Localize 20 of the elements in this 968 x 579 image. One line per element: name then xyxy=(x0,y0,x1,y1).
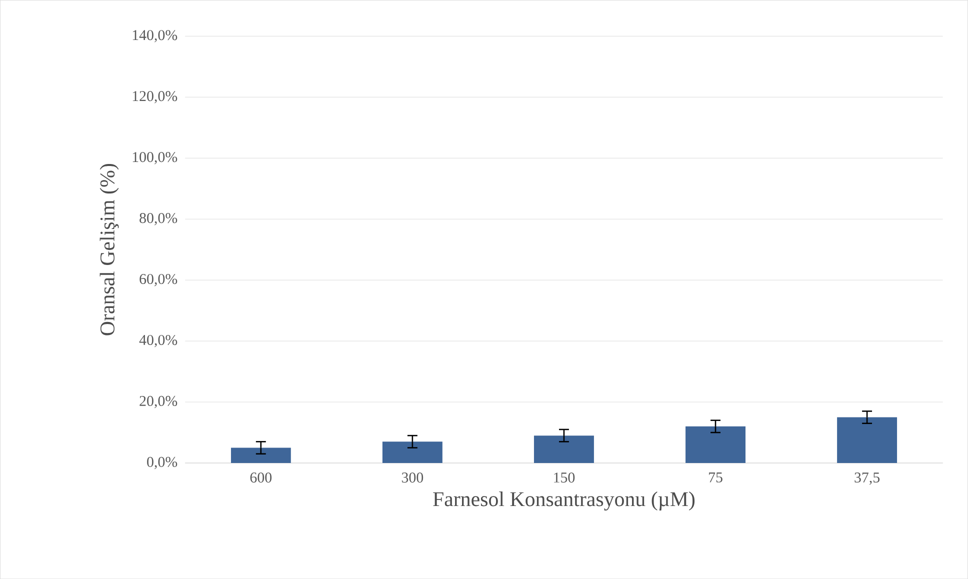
bar xyxy=(534,435,594,463)
x-tick-label: 75 xyxy=(709,472,722,482)
x-tick-label: 300 xyxy=(402,472,424,482)
bar xyxy=(837,417,898,463)
bar xyxy=(382,442,442,463)
y-tick-label: 60,0% xyxy=(140,274,178,286)
x-tick-label: 37,5 xyxy=(854,472,880,485)
x-tick-label: 150 xyxy=(554,472,575,482)
bar xyxy=(686,426,746,463)
y-tick-label: 140,0% xyxy=(132,30,178,42)
y-tick-label: 40,0% xyxy=(139,334,178,348)
y-tick-label: 100,0% xyxy=(132,152,178,164)
bar xyxy=(230,448,291,463)
y-tick-label: 80,0% xyxy=(140,212,178,226)
y-tick-label: 120,0% xyxy=(132,90,178,104)
x-tick-label: 600 xyxy=(250,472,272,482)
x-axis-title: Farnesol Konsantrasyonu (µM) xyxy=(433,491,695,510)
y-axis-title: Oransal Gelişim (%) xyxy=(100,164,119,336)
y-tick-label: 20,0% xyxy=(140,396,178,408)
y-tick-label: 0,0% xyxy=(147,456,178,470)
